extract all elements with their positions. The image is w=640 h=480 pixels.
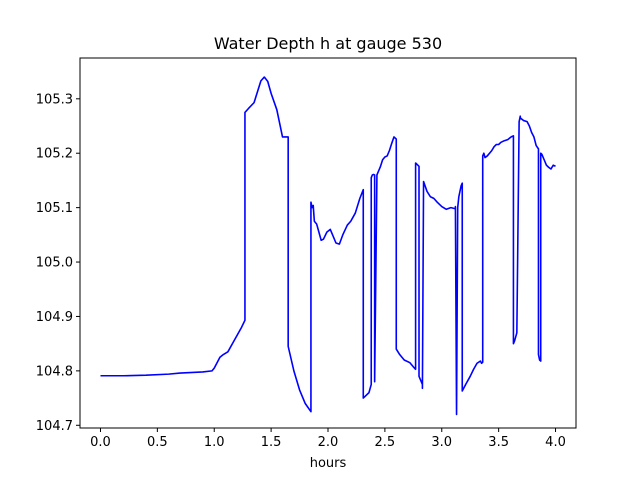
x-tick-label: 0.0 <box>90 435 111 450</box>
x-tick-label: 4.0 <box>545 435 566 450</box>
x-axis-label: hours <box>310 456 347 471</box>
y-tick-label: 105.0 <box>36 256 73 271</box>
y-tick-label: 105.2 <box>36 147 73 162</box>
y-tick-label: 104.9 <box>36 310 73 325</box>
x-axis: 0.0 0.5 1.0 1.5 2.0 2.5 3.0 3.5 4.0 <box>90 428 566 450</box>
y-axis: 104.7 104.8 104.9 105.0 105.1 105.2 105.3 <box>36 92 80 434</box>
x-tick-label: 3.0 <box>431 435 452 450</box>
y-tick-label: 104.7 <box>36 419 73 434</box>
y-tick-label: 105.1 <box>36 201 73 216</box>
x-tick-label: 1.5 <box>261 435 282 450</box>
x-tick-label: 2.5 <box>375 435 396 450</box>
series-line <box>100 76 556 416</box>
y-tick-label: 105.3 <box>36 92 73 107</box>
chart-title: Water Depth h at gauge 530 <box>214 34 442 53</box>
x-tick-label: 2.0 <box>318 435 339 450</box>
x-tick-label: 1.0 <box>204 435 225 450</box>
y-tick-label: 104.8 <box>36 364 73 379</box>
x-tick-label: 3.5 <box>488 435 509 450</box>
x-tick-label: 0.5 <box>147 435 168 450</box>
